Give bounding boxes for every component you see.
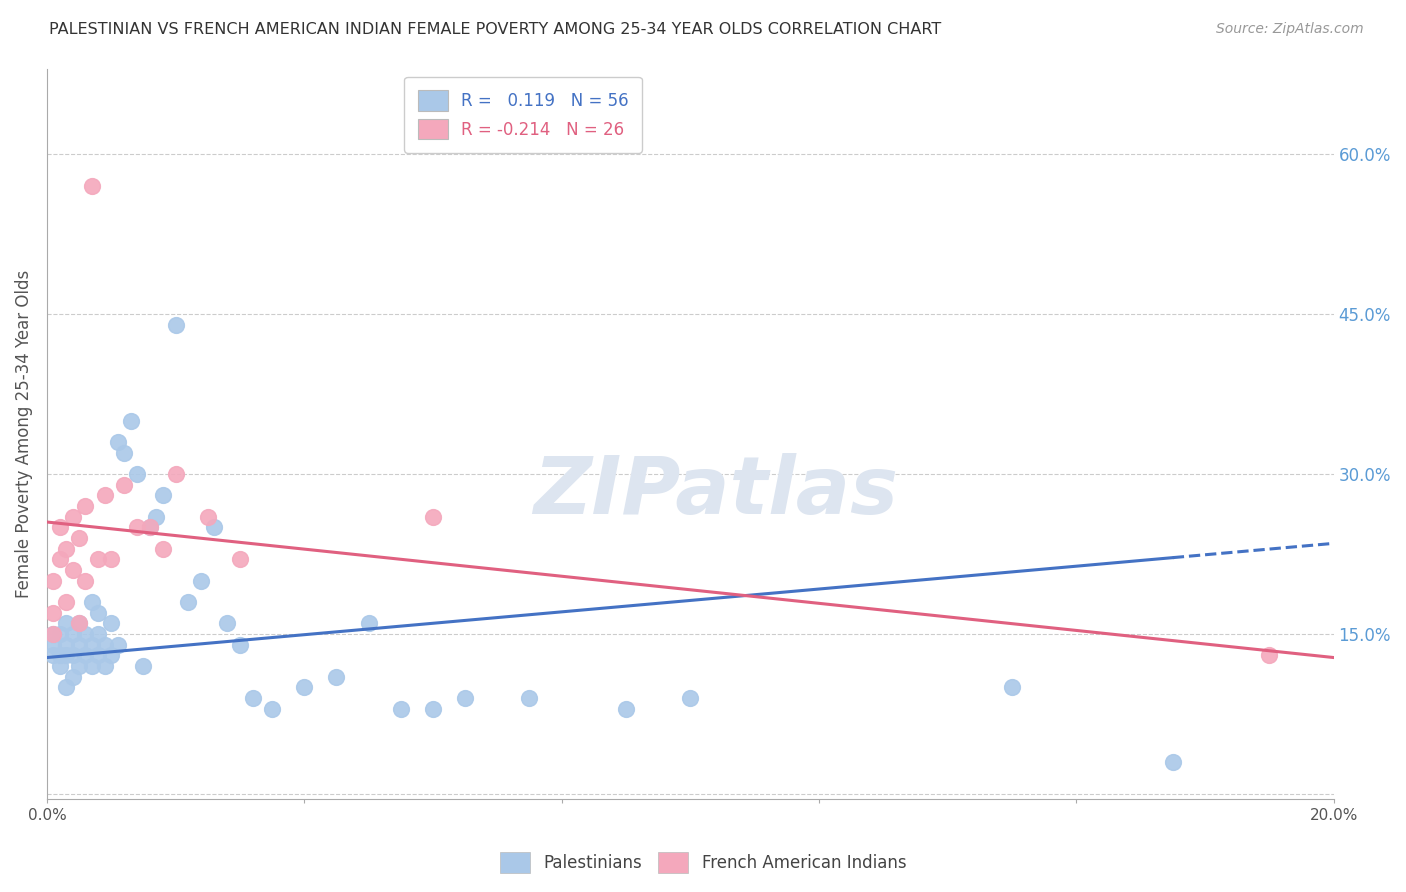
Point [87,648,110,663]
Point [679,691,702,706]
Point [87,627,110,641]
Point [87,552,110,566]
Point [67,659,90,673]
Point [614,702,637,716]
Point [67,638,90,652]
Point [49,659,72,673]
Point [49,627,72,641]
Legend: R =   0.119   N = 56, R = -0.214   N = 26: R = 0.119 N = 56, R = -0.214 N = 26 [404,77,641,153]
Point [42,606,65,620]
Point [67,616,90,631]
Text: Source: ZipAtlas.com: Source: ZipAtlas.com [1216,22,1364,37]
Point [62,648,84,663]
Point [262,702,284,716]
Point [152,488,174,502]
Point [165,467,187,481]
Point [55,648,77,663]
Point [62,627,84,641]
Point [100,648,122,663]
Point [80,595,103,609]
Point [325,670,347,684]
Point [75,574,97,588]
Point [197,509,219,524]
Point [100,616,122,631]
Point [229,638,252,652]
Legend: Palestinians, French American Indians: Palestinians, French American Indians [494,846,912,880]
Point [75,648,97,663]
Point [519,691,541,706]
Point [62,670,84,684]
Point [242,691,264,706]
Point [229,552,252,566]
Point [1001,681,1024,695]
Point [94,638,117,652]
Point [67,531,90,545]
Point [215,616,238,631]
Point [87,606,110,620]
Point [42,648,65,663]
Point [42,627,65,641]
Point [55,681,77,695]
Point [80,638,103,652]
Point [55,541,77,556]
Point [125,467,148,481]
Point [100,552,122,566]
Point [125,520,148,534]
Point [1161,755,1184,769]
Point [190,574,212,588]
Point [357,616,380,631]
Point [139,520,162,534]
Point [94,488,117,502]
Point [422,509,444,524]
Point [42,574,65,588]
Point [202,520,225,534]
Point [132,659,155,673]
Point [139,520,162,534]
Point [112,445,135,459]
Point [75,627,97,641]
Point [454,691,477,706]
Point [49,520,72,534]
Text: PALESTINIAN VS FRENCH AMERICAN INDIAN FEMALE POVERTY AMONG 25-34 YEAR OLDS CORRE: PALESTINIAN VS FRENCH AMERICAN INDIAN FE… [49,22,942,37]
Point [112,477,135,491]
Point [389,702,412,716]
Point [55,638,77,652]
Point [94,659,117,673]
Point [62,509,84,524]
Point [55,616,77,631]
Point [55,595,77,609]
Point [42,638,65,652]
Point [107,638,129,652]
Point [49,648,72,663]
Point [1258,648,1281,663]
Point [165,318,187,332]
Point [292,681,315,695]
Point [120,414,142,428]
Text: ZIPatlas: ZIPatlas [533,453,898,532]
Point [67,616,90,631]
Point [107,435,129,450]
Point [62,563,84,577]
Point [152,541,174,556]
Point [145,509,167,524]
Point [80,659,103,673]
Point [42,627,65,641]
Point [177,595,200,609]
Point [75,499,97,513]
Y-axis label: Female Poverty Among 25-34 Year Olds: Female Poverty Among 25-34 Year Olds [15,270,32,599]
Point [49,552,72,566]
Point [80,178,103,193]
Point [422,702,444,716]
